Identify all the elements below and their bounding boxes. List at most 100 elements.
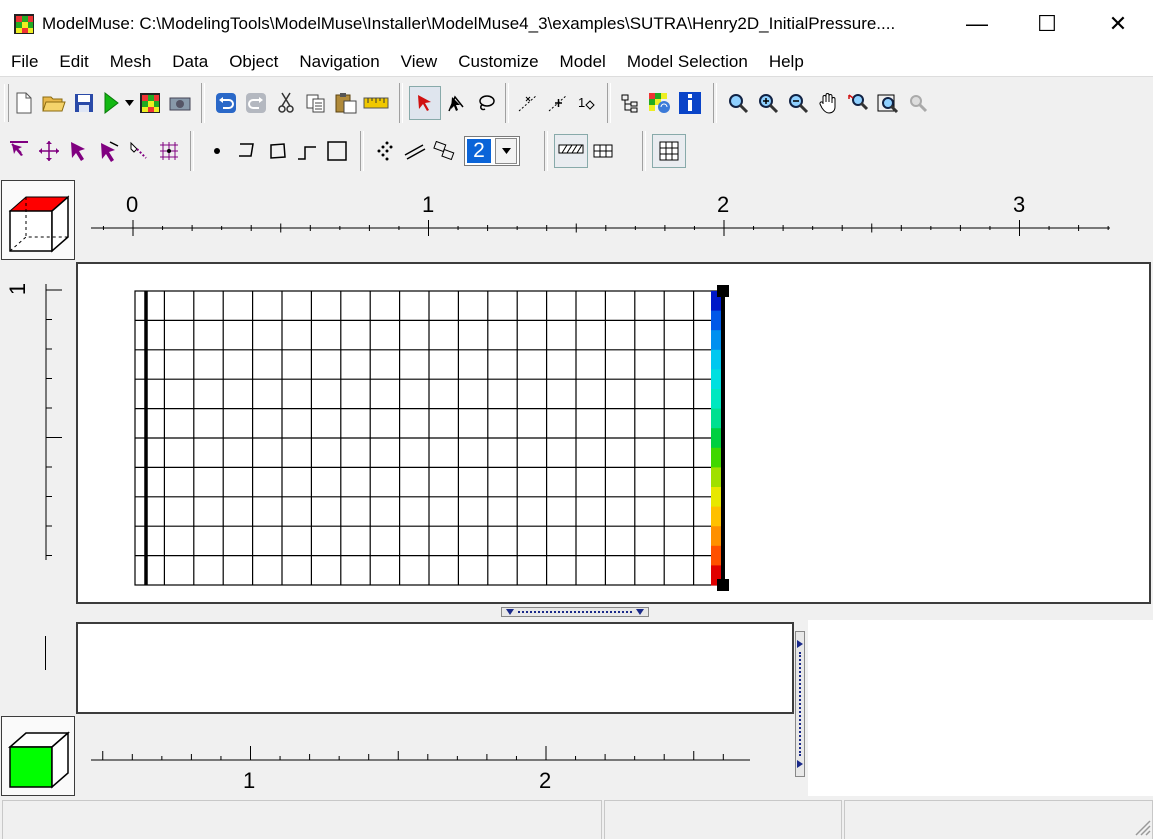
ruler-label: 0 <box>126 192 139 217</box>
front-view-button[interactable] <box>1 716 75 796</box>
menu-mesh[interactable]: Mesh <box>109 52 152 71</box>
select-arrow-icon[interactable] <box>409 86 441 120</box>
move-mesh-icon[interactable] <box>34 135 64 167</box>
menu-bar: File Edit Mesh Data Object Navigation Vi… <box>0 48 1153 76</box>
delete-segment-icon[interactable] <box>543 87 573 119</box>
toolbar-separator <box>190 131 194 171</box>
menu-edit[interactable]: Edit <box>59 52 89 71</box>
menu-model-selection[interactable]: Model Selection <box>626 52 748 71</box>
pressure-color-cell <box>711 506 721 527</box>
maximize-button[interactable]: ☐ <box>1037 11 1057 36</box>
menu-customize[interactable]: Customize <box>458 52 539 71</box>
minimize-button[interactable]: — <box>966 11 988 36</box>
pan-hand-icon[interactable] <box>813 87 843 119</box>
layer-combobox[interactable]: 2 <box>464 136 520 166</box>
insert-vertex-icon[interactable] <box>513 87 543 119</box>
cross-section-icon[interactable] <box>430 135 460 167</box>
menu-view[interactable]: View <box>400 52 438 71</box>
status-cell-1 <box>2 800 602 839</box>
splitter-handle[interactable] <box>501 607 649 617</box>
measure-ruler-icon[interactable] <box>361 87 391 119</box>
menu-model[interactable]: Model <box>559 52 606 71</box>
selection-handle <box>717 285 729 297</box>
new-file-icon[interactable] <box>9 87 39 119</box>
side-view-canvas[interactable] <box>808 620 1153 796</box>
menu-help[interactable]: Help <box>768 52 804 71</box>
redo-icon[interactable] <box>241 87 271 119</box>
ruler-label: 1 <box>243 768 256 793</box>
create-point-icon[interactable] <box>202 135 232 167</box>
mesh-display-icon[interactable] <box>652 134 686 168</box>
layer-value: 2 <box>467 139 491 163</box>
top-view-canvas[interactable] <box>76 262 1151 604</box>
copy-icon[interactable] <box>301 87 331 119</box>
pressure-color-cell <box>711 526 721 547</box>
zoom-in-icon[interactable] <box>753 87 783 119</box>
pressure-color-cell <box>711 330 721 351</box>
vertex-value-icon[interactable]: 1 <box>573 87 603 119</box>
ruler-label: 2 <box>539 768 552 793</box>
hatch-icon[interactable] <box>554 134 588 168</box>
pressure-color-cell <box>711 487 721 508</box>
mesh <box>134 285 729 591</box>
menu-data[interactable]: Data <box>172 52 209 71</box>
show-grid-icon[interactable] <box>588 135 618 167</box>
camera-icon[interactable] <box>165 87 195 119</box>
run-dropdown-icon[interactable] <box>123 87 135 119</box>
create-rectangle-icon[interactable] <box>322 135 352 167</box>
toolbar-separator <box>505 83 509 123</box>
top-ruler: 0 1 2 3 <box>76 180 1153 260</box>
toolbar-row-1: 1 <box>4 81 933 125</box>
pressure-color-cell <box>711 428 721 449</box>
selection-handle <box>717 579 729 591</box>
undo-icon[interactable] <box>211 87 241 119</box>
zoom-extents-icon[interactable] <box>843 87 873 119</box>
zoom-icon[interactable] <box>723 87 753 119</box>
toolbar-area: 1 <box>0 76 1153 179</box>
splitter-dots <box>799 652 801 756</box>
open-file-icon[interactable] <box>39 87 69 119</box>
app-icon <box>14 14 34 34</box>
menu-object[interactable]: Object <box>229 52 279 71</box>
chevron-right-icon <box>797 640 803 648</box>
cut-icon[interactable] <box>271 87 301 119</box>
create-line-icon[interactable] <box>232 135 262 167</box>
toolbar-row-2: 2 <box>4 129 686 173</box>
ruler-label: 2 <box>717 192 730 217</box>
ruler-label: 1 <box>422 192 435 217</box>
select-node-icon[interactable] <box>64 135 94 167</box>
top-view-button[interactable] <box>1 180 75 260</box>
mesh-grid-icon[interactable] <box>154 135 184 167</box>
menu-navigation[interactable]: Navigation <box>299 52 380 71</box>
zoom-window-icon[interactable] <box>873 87 903 119</box>
zoom-out-icon[interactable] <box>783 87 813 119</box>
paste-icon[interactable] <box>331 87 361 119</box>
resize-grip-icon[interactable] <box>1133 818 1151 836</box>
info-icon[interactable] <box>675 87 705 119</box>
run-model-icon[interactable] <box>99 87 123 119</box>
hierarchy-icon[interactable] <box>615 87 645 119</box>
restore-view-icon[interactable] <box>903 87 933 119</box>
front-view-canvas[interactable] <box>76 622 794 714</box>
parallel-lines-icon[interactable] <box>400 135 430 167</box>
save-icon[interactable] <box>69 87 99 119</box>
toolbar-separator <box>713 83 717 123</box>
dot-grid-icon[interactable] <box>370 135 400 167</box>
chevron-down-icon[interactable] <box>495 138 517 164</box>
close-button[interactable]: ✕ <box>1108 11 1128 36</box>
toolbar-separator <box>360 131 364 171</box>
select-element-icon[interactable] <box>94 135 124 167</box>
title-bar: ModelMuse: C:\ModelingTools\ModelMuse\In… <box>0 0 1153 48</box>
pressure-color-cell <box>711 369 721 390</box>
select-point-icon[interactable] <box>441 87 471 119</box>
menu-file[interactable]: File <box>11 52 39 71</box>
vertical-splitter[interactable] <box>795 631 805 777</box>
chevron-down-icon <box>636 609 644 615</box>
edit-mesh-icon[interactable] <box>124 135 154 167</box>
color-grid-icon[interactable] <box>135 87 165 119</box>
lasso-icon[interactable] <box>471 87 501 119</box>
select-column-icon[interactable] <box>4 135 34 167</box>
color-scheme-icon[interactable] <box>645 87 675 119</box>
create-straight-line-icon[interactable] <box>292 135 322 167</box>
create-polygon-icon[interactable] <box>262 135 292 167</box>
